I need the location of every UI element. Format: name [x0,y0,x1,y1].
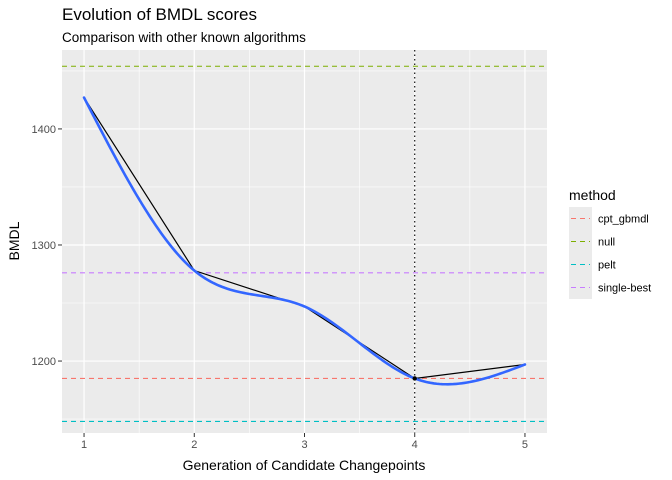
x-tick-label: 4 [412,439,418,451]
y-tick-label: 1200 [32,356,56,368]
legend-label-null: null [598,237,615,249]
x-tick-label: 3 [301,439,307,451]
legend-label-cpt_gbmdl: cpt_gbmdl [598,214,649,226]
smooth-curve [82,96,527,386]
legend-label-pelt: pelt [598,260,616,272]
x-tick-label: 5 [522,439,528,451]
chart-subtitle: Comparison with other known algorithms [62,30,306,45]
y-tick-label: 1300 [32,240,56,252]
minimum-point [412,376,417,381]
legend-label-single-best: single-best [598,283,651,295]
chart-title: Evolution of BMDL scores [62,5,257,24]
x-tick-label: 2 [191,439,197,451]
series-layer [82,96,527,386]
y-tick-label: 1400 [32,124,56,136]
legend-title: method [569,187,616,203]
axes: 1 2 3 4 5 1200 1300 1400 [32,124,529,451]
x-axis-title: Generation of Candidate Changepoints [183,457,426,473]
x-tick-label: 1 [81,439,87,451]
y-axis-title: BMDL [6,221,22,260]
